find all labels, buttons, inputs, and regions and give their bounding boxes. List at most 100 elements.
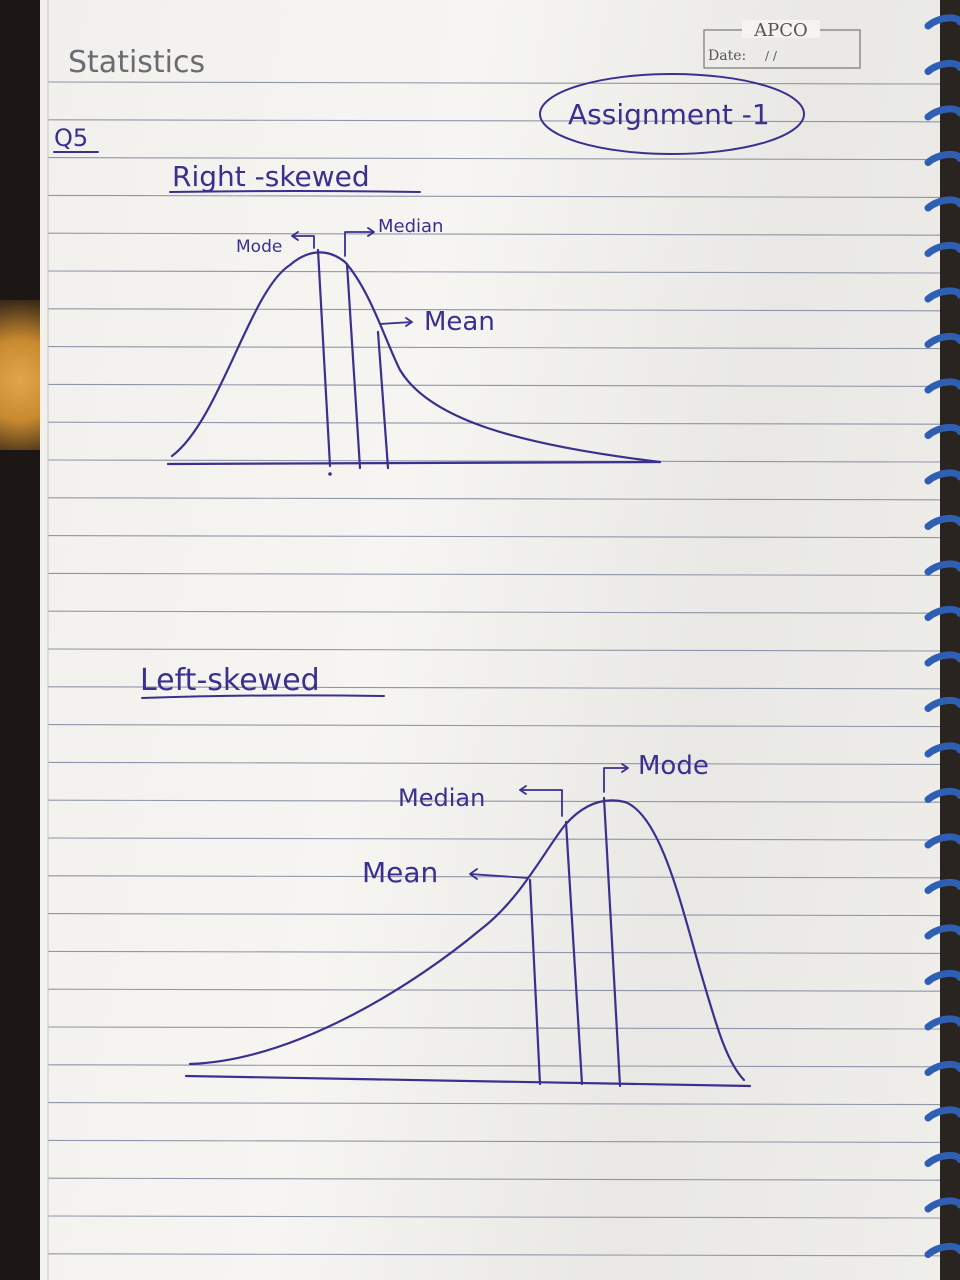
spiral-ring (924, 924, 960, 940)
ruled-line (47, 1102, 941, 1106)
right-mode-label: Mode (236, 237, 282, 257)
spiral-ring (924, 1106, 960, 1122)
spiral-ring (924, 469, 960, 485)
ruled-line (47, 799, 941, 803)
right-median-arrow (344, 227, 375, 257)
left-skewed-underline (141, 694, 385, 699)
spiral-ring (924, 1242, 960, 1258)
spiral-ring (924, 105, 960, 121)
right-mode-arrow (291, 231, 315, 249)
ruled-line (47, 1253, 941, 1257)
right-mean-line (376, 330, 390, 470)
spiral-ring (924, 605, 960, 621)
ruled-line (47, 383, 941, 387)
spiral-ring (924, 14, 960, 30)
spiral-ring (924, 696, 960, 712)
ruled-line (47, 1064, 941, 1068)
ruled-line (47, 421, 941, 425)
ruled-lines (47, 81, 941, 1257)
spiral-ring (924, 423, 960, 439)
brand-label: APCO (753, 20, 808, 41)
assignment-stamp: Assignment -1 (539, 73, 805, 155)
spiral-ring (924, 1197, 960, 1213)
spiral-ring (924, 833, 960, 849)
ruled-line (47, 610, 941, 614)
assignment-title: Assignment -1 (568, 98, 770, 131)
date-label: Date: (708, 48, 746, 64)
ruled-line (47, 157, 941, 161)
ruled-line (47, 950, 941, 954)
assignment-oval (539, 73, 805, 155)
ruled-line (47, 572, 941, 576)
ruled-line (47, 761, 941, 765)
date-box: APCO Date: / / (703, 20, 861, 69)
left-mode-arrow (603, 763, 629, 793)
ruled-line (47, 988, 941, 992)
spiral-ring (924, 332, 960, 348)
ruled-line (47, 875, 941, 879)
spiral-ring (924, 196, 960, 212)
spiral-ring (924, 1151, 960, 1167)
spiral-ring (924, 1015, 960, 1031)
ruled-line (47, 459, 941, 463)
right-median-line (345, 262, 362, 470)
left-mean-arrow (469, 868, 529, 880)
right-skewed-underline (169, 190, 421, 193)
right-median-label: Median (378, 216, 443, 237)
spiral-ring (924, 969, 960, 985)
ruled-line (47, 119, 941, 123)
spiral-ring (924, 560, 960, 576)
ruled-line (47, 1139, 941, 1143)
brand-backdrop (742, 20, 820, 38)
left-skewed-heading: Left-skewed (140, 663, 320, 698)
spiral-ring (924, 878, 960, 894)
left-skewed-baseline (184, 1074, 752, 1088)
ruled-line (47, 837, 941, 841)
cloth-background (0, 300, 46, 450)
spiral-ring (924, 1060, 960, 1076)
ruled-line (47, 913, 941, 917)
spiral-ring (924, 514, 960, 530)
right-skewed-baseline (166, 460, 662, 466)
ink-dot (328, 472, 332, 476)
ruled-line (47, 81, 941, 85)
spiral-binding (924, 14, 960, 1258)
subject-title: Statistics (68, 45, 205, 80)
spiral-ring (924, 59, 960, 75)
ruled-line (47, 1026, 941, 1030)
ruled-line (47, 194, 941, 198)
left-median-label: Median (398, 784, 485, 812)
right-mean-label: Mean (424, 307, 495, 337)
spiral-ring (924, 787, 960, 803)
left-median-arrow (519, 785, 563, 817)
ruled-line (47, 1215, 941, 1219)
left-mean-label: Mean (362, 856, 438, 889)
ruled-line (47, 724, 941, 728)
ruled-line (47, 270, 941, 274)
right-skewed-heading: Right -skewed (172, 160, 370, 193)
right-skewed-curve (170, 251, 662, 464)
date-value: / / (765, 49, 778, 63)
left-skewed-curve (188, 799, 746, 1082)
ruled-line (47, 1177, 941, 1181)
left-median-line (564, 820, 584, 1086)
left-mean-line (528, 878, 542, 1086)
ruled-line (47, 346, 941, 350)
spiral-ring (924, 150, 960, 166)
ruled-line (47, 308, 941, 312)
spiral-ring (924, 742, 960, 758)
right-skewed-section: Right -skewed Mode Median Mean (166, 160, 662, 476)
right-mean-arrow (379, 317, 413, 327)
spiral-ring (924, 651, 960, 667)
ruled-line (47, 232, 941, 236)
spiral-ring (924, 241, 960, 257)
ruled-line (47, 648, 941, 652)
ruled-line (47, 497, 941, 501)
right-mode-line (316, 248, 332, 468)
left-mode-line (602, 796, 622, 1088)
ruled-line (47, 535, 941, 539)
spiral-ring (924, 287, 960, 303)
question-number: Q5 (54, 124, 88, 152)
ruled-line (47, 686, 941, 690)
